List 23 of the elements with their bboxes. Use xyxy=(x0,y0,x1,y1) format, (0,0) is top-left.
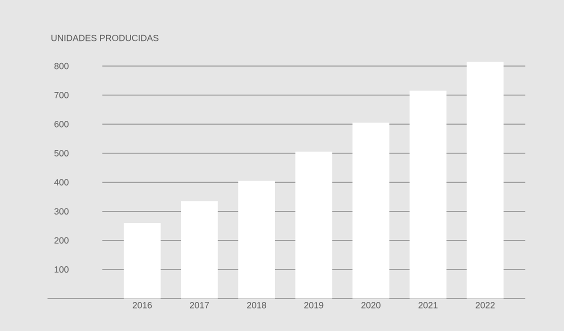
bar xyxy=(410,90,446,298)
y-tick-label: 400 xyxy=(54,178,69,186)
bar xyxy=(295,152,332,298)
bar xyxy=(181,201,218,298)
bar xyxy=(238,180,275,298)
y-tick-label: 200 xyxy=(54,237,69,244)
bar xyxy=(466,62,504,298)
y-tick-label: 100 xyxy=(54,266,69,272)
x-tick-label: 2017 xyxy=(190,302,209,308)
y-tick-label: 300 xyxy=(54,208,69,214)
x-tick-label: 2019 xyxy=(304,302,324,308)
bar xyxy=(352,122,390,298)
y-tick-label: 600 xyxy=(54,120,69,128)
y-tick-label: 700 xyxy=(54,92,69,98)
y-axis-title: UNIDADES PRODUCIDAS xyxy=(51,34,158,41)
x-tick-label: 2018 xyxy=(247,302,266,308)
x-tick-label: 2020 xyxy=(361,302,380,308)
x-tick-label: 2016 xyxy=(132,302,152,308)
bar xyxy=(124,222,161,298)
x-tick-label: 2021 xyxy=(418,302,438,308)
y-tick-label: 800 xyxy=(54,62,69,70)
x-tick-label: 2022 xyxy=(476,302,495,308)
y-tick-label: 500 xyxy=(54,150,69,156)
